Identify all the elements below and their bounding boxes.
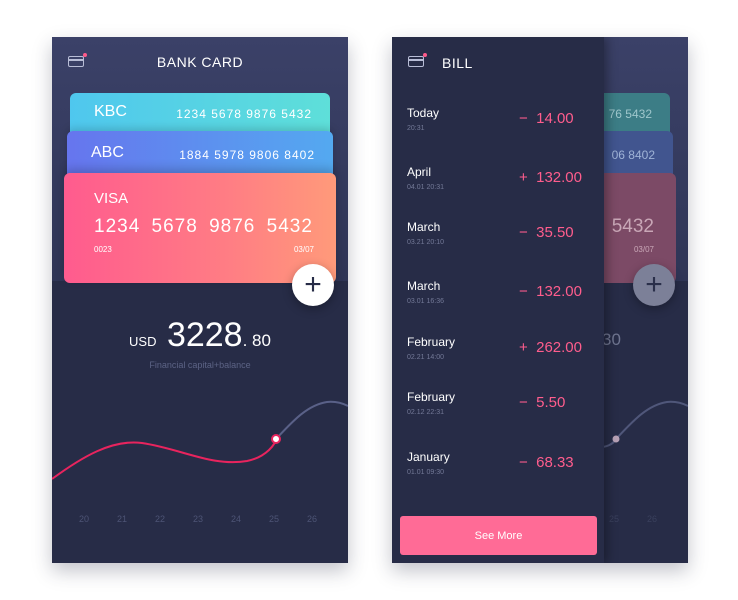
bill-item[interactable]: April 04.01 20:31 + 132.00 xyxy=(407,165,582,205)
bill-drawer: BILL Today 20:31 − 14.00 April 04.01 20:… xyxy=(392,37,604,563)
balance-curve xyxy=(52,438,277,480)
card-abc[interactable]: ABC 1884 5978 9806 8402 xyxy=(67,131,333,181)
bill-amount: − 132.00 xyxy=(519,283,582,300)
day-label: 24 xyxy=(230,514,241,524)
bill-value: 132.00 xyxy=(536,283,582,300)
day-label: 25 xyxy=(268,514,279,524)
card-icon[interactable] xyxy=(408,53,427,67)
bill-item[interactable]: March 03.21 20:10 − 35.50 xyxy=(407,220,582,260)
bill-month: Today xyxy=(407,106,440,120)
card-number: 1234 5678 9876 5432 xyxy=(94,216,313,237)
plus-icon: + xyxy=(645,268,663,301)
bank-card-screen: BANK CARD KBC 1234 5678 9876 5432 ABC 18… xyxy=(52,37,348,563)
bill-screen: 76 5432 06 8402 5432 03/07 + 30 25 26 BI… xyxy=(392,37,688,563)
forecast-curve xyxy=(275,400,348,440)
bill-date: 20:31 xyxy=(407,125,425,132)
bill-sign: + xyxy=(519,169,528,186)
bill-item[interactable]: February 02.21 14:00 + 262.00 xyxy=(407,335,582,375)
dim-day-label: 26 xyxy=(646,514,657,524)
day-label: 22 xyxy=(154,514,165,524)
bill-sign: − xyxy=(519,394,528,411)
bill-month: April xyxy=(407,165,432,179)
bill-date: 01.01 09:30 xyxy=(407,469,444,476)
balance-integer: 3228 xyxy=(166,316,243,354)
bill-month: January xyxy=(407,450,450,464)
dim-card-expiry: 03/07 xyxy=(633,245,654,254)
plus-icon: + xyxy=(304,268,322,301)
bill-sign: − xyxy=(519,454,528,471)
bill-month: February xyxy=(407,390,456,404)
add-card-button[interactable]: + xyxy=(292,264,334,306)
bill-value: 68.33 xyxy=(536,454,574,471)
bill-month: March xyxy=(407,279,441,293)
bill-month: February xyxy=(407,335,456,349)
dim-add-card-button: + xyxy=(633,264,675,306)
bill-date: 03.01 16:36 xyxy=(407,298,444,305)
card-visa[interactable]: VISA 1234 5678 9876 5432 0023 03/07 xyxy=(64,173,336,283)
bill-item[interactable]: January 01.01 09:30 − 68.33 xyxy=(407,450,582,490)
bill-amount: − 5.50 xyxy=(519,394,565,411)
card-number: 1234 5678 9876 5432 xyxy=(176,107,312,121)
dim-curve-chart xyxy=(591,400,688,449)
card-number: 1884 5978 9806 8402 xyxy=(179,148,315,162)
day-label: 20 xyxy=(78,514,89,524)
page-title: BILL xyxy=(442,55,473,71)
bill-item[interactable]: February 02.12 22:31 − 5.50 xyxy=(407,390,582,430)
card-expiry: 03/07 xyxy=(293,245,314,254)
bill-amount: + 262.00 xyxy=(519,339,582,356)
day-label: 26 xyxy=(306,514,317,524)
see-more-button[interactable]: See More xyxy=(400,516,597,555)
balance-decimal: . 80 xyxy=(242,331,271,350)
bill-month: March xyxy=(407,220,441,234)
dim-card-number: 06 8402 xyxy=(611,148,655,162)
bill-date: 04.01 20:31 xyxy=(407,184,444,191)
bill-value: 5.50 xyxy=(536,394,566,411)
bill-sign: − xyxy=(519,283,528,300)
curve-marker[interactable] xyxy=(271,434,281,444)
bill-value: 14.00 xyxy=(536,110,574,127)
balance-caption: Financial capital+balance xyxy=(149,360,251,370)
bill-item[interactable]: March 03.01 16:36 − 132.00 xyxy=(407,279,582,319)
bill-amount: − 68.33 xyxy=(519,454,574,471)
bill-date: 03.21 20:10 xyxy=(407,239,444,246)
day-label: 23 xyxy=(192,514,203,524)
dim-curve-marker xyxy=(612,435,620,443)
dim-day-label: 25 xyxy=(608,514,619,524)
bill-sign: − xyxy=(519,224,528,241)
card-name: KBC xyxy=(94,103,127,120)
currency: USD xyxy=(129,334,157,349)
balance-curve-chart xyxy=(52,400,348,480)
card-name: ABC xyxy=(91,144,124,161)
bill-date: 02.12 22:31 xyxy=(407,409,444,416)
card-code: 0023 xyxy=(94,245,112,254)
bill-value: 132.00 xyxy=(536,169,582,186)
bill-value: 35.50 xyxy=(536,224,574,241)
bill-sign: + xyxy=(519,339,528,356)
bill-amount: − 35.50 xyxy=(519,224,574,241)
card-icon[interactable] xyxy=(68,53,87,67)
card-name: VISA xyxy=(94,190,129,207)
bill-value: 262.00 xyxy=(536,339,582,356)
day-label: 21 xyxy=(116,514,127,524)
bill-amount: + 132.00 xyxy=(519,169,582,186)
dim-card-number: 76 5432 xyxy=(608,107,652,121)
dim-curve xyxy=(591,400,688,449)
bill-amount: − 14.00 xyxy=(519,110,574,127)
dim-card-number: 5432 xyxy=(611,216,654,237)
bill-item[interactable]: Today 20:31 − 14.00 xyxy=(407,106,582,146)
bill-sign: − xyxy=(519,110,528,127)
notification-dot xyxy=(423,53,427,57)
balance: USD 3228. 80 xyxy=(52,316,348,355)
dim-balance-fragment: 30 xyxy=(602,330,621,349)
page-title: BANK CARD xyxy=(156,54,244,70)
bill-date: 02.21 14:00 xyxy=(407,354,444,361)
notification-dot xyxy=(83,53,87,57)
